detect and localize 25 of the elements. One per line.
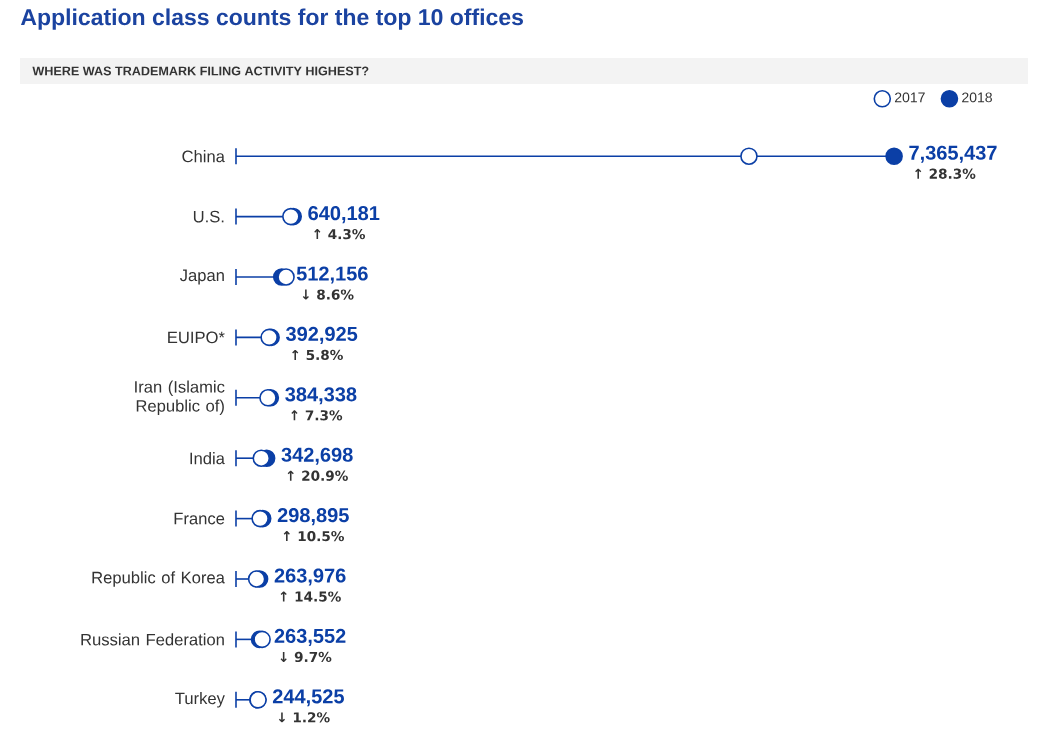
y-tick-label: Russian Federation <box>81 633 224 646</box>
point <box>740 147 758 165</box>
data-label: 384,338 <box>285 387 357 405</box>
data-label: 392,925 <box>285 326 358 344</box>
y-tick-label: Republic of Korea <box>92 571 225 587</box>
y-tick-label: EUIPO* <box>168 331 225 344</box>
point <box>277 268 295 286</box>
chart-title: Application class counts for the top 10 offices <box>20 8 523 30</box>
y-tick-label: Iran (Islamic Republic of) <box>135 380 225 416</box>
data-label: 263,976 <box>274 568 346 586</box>
y-tick-label: Turkey <box>175 692 225 708</box>
data-label: 298,895 <box>277 508 349 526</box>
point <box>252 449 271 467</box>
y-tick-label: Japan <box>179 269 224 285</box>
y-tick-label: France <box>174 512 225 525</box>
y-tick-label: China <box>182 150 225 163</box>
point <box>885 147 903 165</box>
y-tick-label: U.S. <box>193 210 224 223</box>
data-label: 244,525 <box>272 689 344 707</box>
y-tick-label: India <box>190 452 225 465</box>
data-label: 512,156 <box>296 266 368 284</box>
data-label: 342,698 <box>281 447 353 465</box>
data-label: 263,552 <box>274 628 346 646</box>
data-label: 640,181 <box>308 206 380 224</box>
data-label: 7,365,437 <box>909 145 997 163</box>
